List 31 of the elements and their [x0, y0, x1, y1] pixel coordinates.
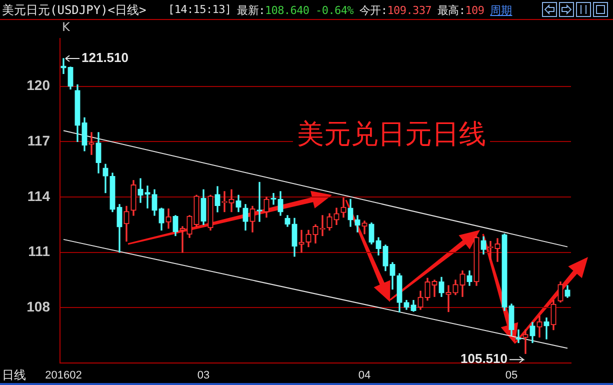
y-tick-label: 117: [27, 132, 50, 149]
text: 今开:109.337: [360, 4, 432, 17]
x-tick-label: 04: [358, 370, 371, 382]
x-tick-label: 05: [505, 370, 518, 382]
candlestick: [138, 178, 144, 203]
candlestick: [522, 329, 528, 354]
y-tick-label: 114: [27, 188, 50, 204]
annotation: 105.510: [460, 351, 508, 366]
annotation: 美元兑日元日线: [297, 119, 486, 150]
text: [14:15:13]: [168, 3, 232, 16]
candlestick: [228, 189, 234, 212]
candlestick: [432, 280, 438, 297]
candlestick: [494, 238, 500, 262]
annotation: 121.510: [82, 50, 128, 66]
y-tick-label: 108: [26, 298, 50, 315]
y-tick-label: 111: [28, 243, 50, 260]
candlestick: [544, 317, 550, 340]
x-axis-title: 日线: [2, 367, 26, 384]
candlestick: [60, 58, 66, 74]
text: K: [62, 20, 71, 34]
y-tick-label: 120: [26, 77, 50, 94]
text: 周期: [490, 3, 512, 18]
candlestick: [88, 132, 94, 155]
candlestick: [222, 191, 228, 212]
candlestick: [256, 182, 262, 222]
candlestick: [446, 285, 452, 312]
text: 最高:109: [438, 4, 484, 17]
text: 最新:108.640 -0.64%: [237, 4, 354, 17]
x-tick-label: 03: [197, 370, 210, 382]
x-tick-label: 201602: [45, 370, 82, 382]
chart-title: 美元日元(USDJPY)<日线>: [2, 2, 146, 19]
